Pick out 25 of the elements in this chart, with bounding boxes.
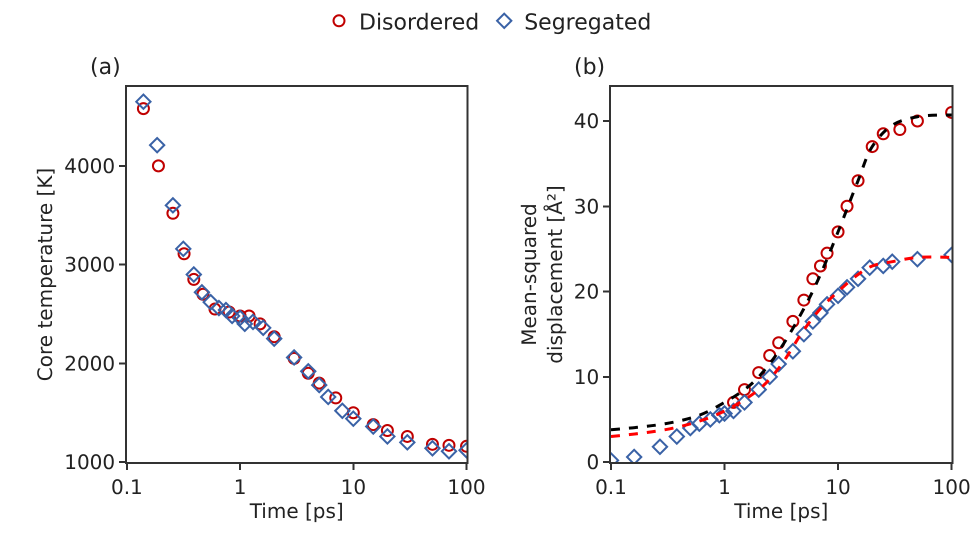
chart-title: (a) (90, 55, 121, 80)
x-tick-label: 100 (932, 474, 971, 499)
y-axis-title: Mean-squared displacement [Å²] (516, 185, 567, 364)
x-tick-label: 10 (340, 474, 366, 499)
x-tick-label: 1 (234, 474, 246, 499)
x-tick-label: 0.1 (595, 474, 627, 499)
y-tick-label: 20 (574, 280, 600, 304)
y-axis-title: Core temperature [K] (33, 168, 58, 382)
x-tick-label: 100 (447, 474, 486, 499)
y-tick-label: 0 (586, 450, 600, 474)
y-tick-label: 40 (574, 108, 600, 133)
chart-title: (b) (574, 55, 606, 80)
y-tick-label: 10 (574, 364, 600, 389)
y-tick-label: 1000 (64, 450, 116, 474)
x-axis-title: Time [ps] (248, 498, 344, 523)
y-tick-label: 2000 (64, 351, 116, 376)
x-tick-label: 10 (825, 474, 851, 499)
x-tick-label: 0.1 (110, 474, 143, 499)
legend-label: Disordered (359, 10, 480, 36)
legend-label: Segregated (524, 10, 652, 36)
y-tick-label: 3000 (64, 252, 116, 277)
x-tick-label: 1 (718, 474, 731, 499)
y-tick-label: 4000 (64, 154, 116, 178)
y-tick-label: 30 (574, 194, 600, 218)
x-axis-title: Time [ps] (733, 498, 828, 523)
